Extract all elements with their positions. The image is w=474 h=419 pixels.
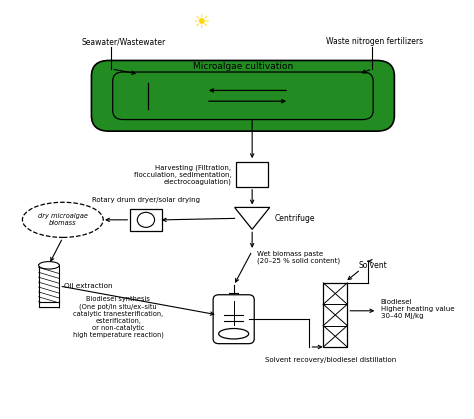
Text: Waste nitrogen fertilizers: Waste nitrogen fertilizers xyxy=(326,37,423,46)
Text: Solvent: Solvent xyxy=(358,261,387,270)
Text: dry microalgae
biomass: dry microalgae biomass xyxy=(38,213,88,226)
Text: Centrifuge: Centrifuge xyxy=(274,214,315,223)
Text: Oil extraction: Oil extraction xyxy=(64,283,112,289)
FancyBboxPatch shape xyxy=(91,60,394,131)
Bar xyxy=(38,265,59,303)
Text: Solvent recovery/biodiesel distillation: Solvent recovery/biodiesel distillation xyxy=(265,357,396,363)
Bar xyxy=(236,162,268,187)
Bar xyxy=(323,283,347,347)
Ellipse shape xyxy=(38,261,59,269)
Bar xyxy=(38,302,59,307)
Text: Wet biomass paste
(20–25 % solid content): Wet biomass paste (20–25 % solid content… xyxy=(257,251,340,264)
Text: ☀: ☀ xyxy=(192,13,210,32)
Bar xyxy=(130,209,162,230)
Polygon shape xyxy=(235,207,270,229)
Text: Harvesting (Filtration,
flocculation, sedimentation,
electrocoagulation): Harvesting (Filtration, flocculation, se… xyxy=(134,164,231,185)
Text: Seawater/Wastewater: Seawater/Wastewater xyxy=(81,37,165,46)
Text: Microalgae cultivation: Microalgae cultivation xyxy=(193,62,293,71)
Ellipse shape xyxy=(219,328,249,339)
Text: Biodiesel
Higher heating value
30–40 MJ/kg: Biodiesel Higher heating value 30–40 MJ/… xyxy=(381,299,454,319)
Text: Biodiesel synthesis
(One pot/in situ/ex–situ
catalytic tranesterification,
ester: Biodiesel synthesis (One pot/in situ/ex–… xyxy=(73,296,164,338)
Ellipse shape xyxy=(22,202,103,238)
Text: Rotary drum dryer/solar drying: Rotary drum dryer/solar drying xyxy=(92,197,200,203)
FancyBboxPatch shape xyxy=(213,295,254,344)
